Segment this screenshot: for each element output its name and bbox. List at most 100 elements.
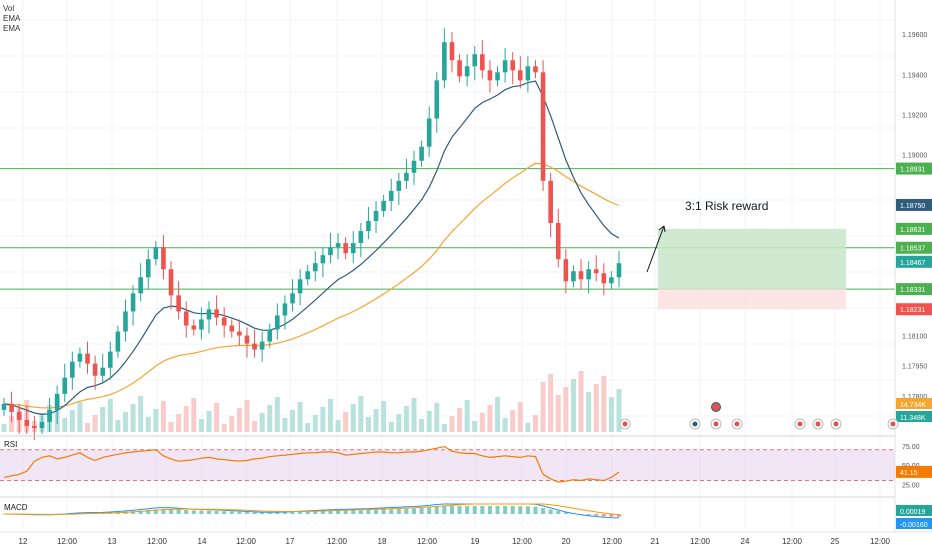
signal-line xyxy=(4,503,620,516)
candle-body xyxy=(434,80,440,119)
volume-bar xyxy=(479,413,485,432)
volume-bar xyxy=(426,411,432,432)
candle-body xyxy=(517,70,523,81)
candle-body xyxy=(563,259,569,282)
candle-body xyxy=(221,317,227,326)
volume-bar xyxy=(312,415,318,432)
volume-bar xyxy=(555,395,561,432)
candle-body xyxy=(229,325,235,332)
volume-bar xyxy=(548,374,554,432)
price-label-text: 1.18231 xyxy=(900,307,925,314)
candle-body xyxy=(464,66,470,77)
candle-body xyxy=(9,403,14,412)
candle-body xyxy=(191,325,197,330)
macd-hist-bar xyxy=(328,510,333,514)
volume-bar xyxy=(1,424,7,432)
volume-bar xyxy=(85,423,91,432)
volume-bar xyxy=(183,406,189,432)
volume-bar xyxy=(267,405,273,432)
candle-body xyxy=(312,263,318,272)
candle-body xyxy=(199,319,204,330)
candle-body xyxy=(244,335,250,344)
candle-body xyxy=(77,353,83,362)
volume-bar xyxy=(540,382,546,432)
macd-hist-bar xyxy=(351,510,356,514)
price-label-box xyxy=(896,303,932,316)
candle-body xyxy=(282,303,288,316)
volume-bar xyxy=(388,422,394,432)
macd-hist-bar xyxy=(305,511,310,514)
macd-hist-bar xyxy=(404,508,409,514)
volume-bar xyxy=(578,371,584,432)
volume-bar xyxy=(160,401,166,432)
candle-body xyxy=(586,269,591,280)
time-tick-label: 19 xyxy=(471,537,480,546)
macd-hist-bar xyxy=(298,511,303,514)
macd-hist-bar xyxy=(169,509,174,514)
macd-hist-bar xyxy=(320,511,325,514)
macd-hist-bar xyxy=(131,511,136,514)
volume-bar xyxy=(396,414,402,432)
macd-hist-bar xyxy=(161,509,166,514)
time-tick-label: 12:00 xyxy=(417,537,438,546)
price-label-text: 1.18750 xyxy=(900,203,925,210)
volume-bar xyxy=(586,392,592,432)
legend-vol[interactable]: Vol xyxy=(3,4,15,13)
candle-body xyxy=(47,409,52,422)
volume-bar xyxy=(252,421,258,432)
candle-body xyxy=(39,421,45,428)
event-icon-dot xyxy=(797,421,803,427)
macd-hist-bar xyxy=(381,509,386,514)
event-icon-dot xyxy=(734,421,740,427)
legend-ema-fast[interactable]: EMA xyxy=(3,14,21,23)
volume-bar xyxy=(449,416,455,432)
candle-body xyxy=(426,118,432,147)
time-tick-label: 14 xyxy=(198,537,207,546)
volume-bar xyxy=(138,396,144,432)
volume-bar xyxy=(168,422,174,432)
candle-body xyxy=(540,72,546,181)
annotation-text: 3:1 Risk reward xyxy=(685,199,768,213)
volume-bar xyxy=(297,402,303,432)
candle-body xyxy=(411,160,417,173)
macd-hist-bar xyxy=(343,510,348,514)
volume-bar xyxy=(403,406,409,432)
legend-ema-slow[interactable]: EMA xyxy=(3,24,21,33)
volume-bar xyxy=(373,409,379,432)
candle-body xyxy=(601,273,607,284)
candle-body xyxy=(320,255,326,264)
volume-bar xyxy=(122,412,128,432)
candle-body xyxy=(533,66,538,73)
macd-hist-bar xyxy=(191,510,196,514)
price-label-box xyxy=(896,198,932,211)
volume-bar xyxy=(335,420,341,432)
time-tick-label: 12:00 xyxy=(327,537,348,546)
macd-hist-bar xyxy=(313,511,318,514)
candle-body xyxy=(85,353,90,364)
time-tick-label: 12:00 xyxy=(690,537,711,546)
candle-body xyxy=(305,271,311,280)
macd-hist-bar xyxy=(449,506,454,514)
candle-body xyxy=(555,223,561,260)
candles xyxy=(1,28,622,441)
macd-hist-bar xyxy=(518,506,523,514)
macd-hist-bar xyxy=(472,506,477,514)
rsi-value-label: 41.15 xyxy=(900,470,918,477)
rsi-tick-label: 25.00 xyxy=(902,482,920,489)
volume-bar xyxy=(327,399,333,432)
price-label-box xyxy=(896,162,932,175)
macd-hist-bar xyxy=(237,511,242,514)
candle-body xyxy=(487,70,493,81)
rsi-tick-label: 75.00 xyxy=(902,444,920,451)
time-tick-label: 12:00 xyxy=(512,537,533,546)
volume-bar xyxy=(350,404,356,432)
ema-fast-line xyxy=(3,80,620,416)
macd-hist-bar xyxy=(366,509,371,514)
candle-body xyxy=(54,393,60,410)
volume-bar xyxy=(495,397,501,432)
candle-body xyxy=(70,361,75,378)
volume-bar xyxy=(487,405,493,432)
volume-bar xyxy=(69,410,75,432)
candle-body xyxy=(138,277,143,294)
